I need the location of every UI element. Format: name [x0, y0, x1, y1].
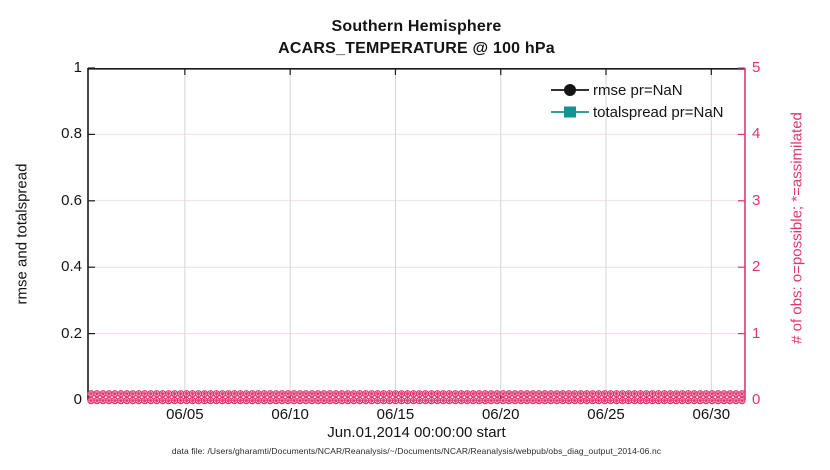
legend-entry-rmse: rmse pr=NaN — [550, 79, 724, 101]
legend: rmse pr=NaN totalspread pr=NaN — [550, 79, 724, 123]
chart-title-block: Southern Hemisphere ACARS_TEMPERATURE @ … — [88, 16, 745, 60]
y-axis-label-right: # of obs: o=possible; *=assimilated — [788, 112, 806, 344]
x-tick-label: 06/15 — [376, 406, 415, 423]
y-tick-label-right: 5 — [752, 59, 761, 76]
x-axis-label: Jun.01,2014 00:00:00 start — [327, 424, 506, 441]
totalspread-line-square-marker-icon — [551, 106, 589, 118]
x-tick-label: 06/25 — [587, 406, 625, 423]
y-tick-label-right: 4 — [752, 125, 761, 143]
y-tick-label-right: 3 — [752, 191, 761, 209]
y-axis-label-left: rmse and totalspread — [13, 163, 31, 305]
x-tick-label: 06/30 — [692, 406, 731, 423]
gridlines — [88, 68, 745, 400]
obs-count-marker-band — [87, 390, 746, 405]
data-file-caption: data file: /Users/gharamti/Documents/NCA… — [171, 446, 662, 456]
y-tick-label-left: 0.6 — [61, 191, 82, 209]
legend-entry-totalspread: totalspread pr=NaN — [550, 101, 724, 123]
y-tick-label-right: 1 — [752, 324, 761, 342]
y-tick-label-right: 0 — [752, 391, 761, 408]
y-tick-label-left: 1 — [73, 59, 82, 76]
plot-area — [87, 67, 746, 405]
legend-label-totalspread: totalspread pr=NaN — [593, 103, 724, 121]
y-tick-label-left: 0.2 — [61, 324, 82, 342]
y-tick-label-left: 0 — [73, 391, 82, 408]
x-tick-label: 06/20 — [481, 406, 520, 423]
chart-title-line1: Southern Hemisphere — [331, 18, 502, 35]
x-tick-label: 06/05 — [166, 406, 204, 423]
plot-svg — [87, 67, 746, 405]
y-tick-label-left: 0.4 — [61, 258, 82, 276]
x-tick-label: 06/10 — [271, 406, 309, 423]
legend-label-rmse: rmse pr=NaN — [593, 81, 683, 99]
chart-title-line2: ACARS_TEMPERATURE @ 100 hPa — [278, 40, 555, 57]
y-tick-label-right: 2 — [752, 258, 761, 276]
y-tick-label-left: 0.8 — [61, 125, 82, 143]
rmse-line-circle-marker-icon — [551, 84, 589, 96]
